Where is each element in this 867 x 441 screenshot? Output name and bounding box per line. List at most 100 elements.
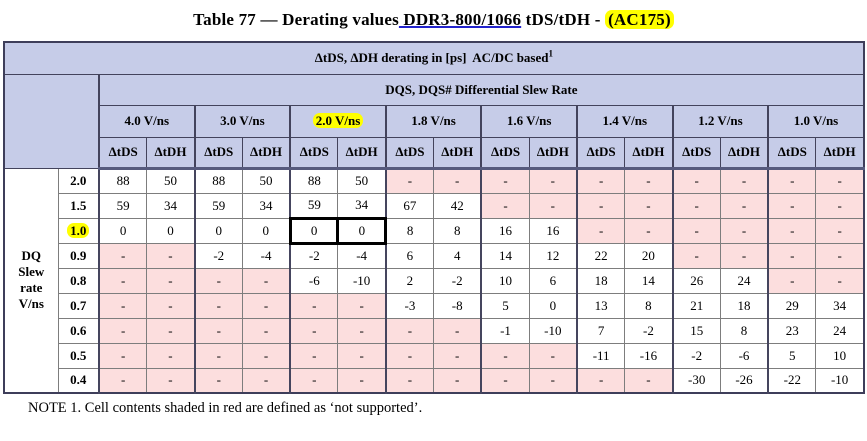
- data-cell: 24: [719, 267, 769, 294]
- not-supported-cell: -: [98, 367, 148, 394]
- data-cell: 13: [575, 292, 626, 319]
- data-cell: 22: [575, 242, 626, 269]
- not-supported-cell: -: [193, 292, 243, 319]
- data-cell: -2: [193, 242, 243, 269]
- data-cell: 23: [767, 317, 817, 344]
- table-row: 0.4- - - - - - - - - - - - -30 -26 -22 -10: [4, 367, 865, 394]
- data-cell: 2: [384, 267, 435, 294]
- not-supported-cell: -: [719, 167, 769, 194]
- not-supported-cell: -: [146, 317, 196, 344]
- not-supported-cell: -: [528, 367, 578, 394]
- not-supported-cell: -: [480, 367, 530, 394]
- data-cell: 67: [384, 192, 435, 219]
- title-revision-underlined-text: DDR3-800/1066: [398, 10, 522, 29]
- slew-rate-group-label: 3.0 V/ns: [220, 113, 265, 128]
- table-row: DQ Slew rate V/ns 2.0 88 50 88 50 88 50- - - - - - - - - -: [3, 167, 865, 394]
- subcolumn-header: ΔtDH: [241, 136, 291, 170]
- subcolumn-header: ΔtDS: [98, 136, 148, 170]
- row-label-text: 0.8: [70, 272, 87, 288]
- data-cell: 7: [575, 317, 626, 344]
- data-cell: 5: [767, 342, 817, 369]
- data-cell: 59: [289, 192, 339, 219]
- subcolumn-header: ΔtDS: [193, 136, 243, 170]
- subcolumn-header: ΔtDH: [815, 136, 865, 170]
- data-cell: -2: [671, 342, 721, 369]
- data-cell: 0: [146, 217, 196, 244]
- not-supported-cell: -: [624, 217, 674, 244]
- data-cell: 14: [624, 267, 674, 294]
- not-supported-cell: -: [815, 217, 865, 244]
- not-supported-cell: -: [289, 342, 339, 369]
- data-cell: 10: [480, 267, 530, 294]
- not-supported-cell: -: [671, 192, 721, 219]
- data-cell: 12: [528, 242, 578, 269]
- data-cell: 0: [241, 217, 291, 244]
- not-supported-cell: -: [146, 242, 196, 269]
- data-cell: 50: [337, 167, 387, 194]
- not-supported-cell: -: [815, 167, 865, 194]
- not-supported-cell: -: [767, 242, 817, 269]
- not-supported-cell: -: [241, 317, 291, 344]
- data-cell: -6: [289, 267, 339, 294]
- data-cell: -16: [624, 342, 674, 369]
- not-supported-cell: -: [98, 292, 148, 319]
- not-supported-cell: -: [575, 367, 626, 394]
- subcolumn-header: ΔtDS: [575, 136, 626, 170]
- row-label-text: 2.0: [70, 172, 87, 188]
- slew-rate-group-header: 1.6 V/ns: [480, 104, 578, 138]
- data-cell: -30: [671, 367, 721, 394]
- data-cell: 34: [815, 292, 865, 319]
- data-cell: -2: [289, 242, 339, 269]
- data-cell: 18: [575, 267, 626, 294]
- row-label-text: 0.7: [70, 297, 87, 313]
- not-supported-cell: -: [719, 242, 769, 269]
- not-supported-cell: -: [384, 317, 435, 344]
- slew-rate-group-label: 1.6 V/ns: [506, 113, 552, 128]
- not-supported-cell: -: [98, 267, 148, 294]
- title-text-2: tDS/tDH -: [521, 10, 606, 29]
- not-supported-cell: -: [241, 342, 291, 369]
- data-cell: 88: [193, 167, 243, 194]
- data-cell: 59: [193, 192, 243, 219]
- not-supported-cell: -: [815, 242, 865, 269]
- data-cell: 16: [528, 217, 578, 244]
- not-supported-cell: -: [289, 367, 339, 394]
- data-cell: 4: [433, 242, 482, 269]
- not-supported-cell: -: [480, 342, 530, 369]
- slew-rate-group-label: 4.0 V/ns: [124, 113, 170, 128]
- data-cell: 42: [433, 192, 482, 219]
- subcolumn-header: ΔtDS: [767, 136, 817, 170]
- not-supported-cell: -: [337, 342, 387, 369]
- not-supported-cell: -: [337, 367, 387, 394]
- not-supported-cell: -: [480, 192, 530, 219]
- row-label: 1.0: [57, 217, 100, 244]
- not-supported-cell: -: [433, 317, 482, 344]
- slew-rate-group-label: 1.4 V/ns: [602, 113, 648, 128]
- table-row: 1.0 0 0 0 0 0 0 8 8 16 16- - - - - -: [4, 216, 865, 245]
- data-cell: 14: [480, 242, 530, 269]
- data-cell: -3: [384, 292, 435, 319]
- dq-slew-rate-axis-label: DQ Slew rate V/ns: [3, 167, 59, 394]
- footnote-marker: 1: [548, 48, 554, 59]
- not-supported-cell: -: [671, 242, 721, 269]
- row-label-text: 0.6: [70, 322, 87, 338]
- page-title: Table 77 — Derating values DDR3-800/1066…: [0, 10, 867, 30]
- axis-label-line: Slew: [18, 264, 45, 280]
- data-cell: 0: [336, 216, 388, 245]
- row-label-text: 1.0: [67, 222, 90, 238]
- subcolumn-header: ΔtDH: [146, 136, 196, 170]
- data-cell: 15: [671, 317, 721, 344]
- data-cell: -10: [337, 267, 387, 294]
- not-supported-cell: -: [146, 367, 196, 394]
- row-label: 1.5: [57, 192, 100, 219]
- row-label: 0.8: [57, 267, 100, 294]
- not-supported-cell: -: [98, 317, 148, 344]
- slew-rate-group-label: 1.2 V/ns: [698, 113, 743, 128]
- data-cell: 18: [719, 292, 769, 319]
- row-label: 0.6: [57, 317, 100, 344]
- data-cell: 20: [624, 242, 674, 269]
- data-cell: 24: [815, 317, 865, 344]
- subcolumn-header: ΔtDH: [433, 136, 482, 170]
- data-cell: 21: [671, 292, 721, 319]
- subcolumn-header: ΔtDS: [480, 136, 530, 170]
